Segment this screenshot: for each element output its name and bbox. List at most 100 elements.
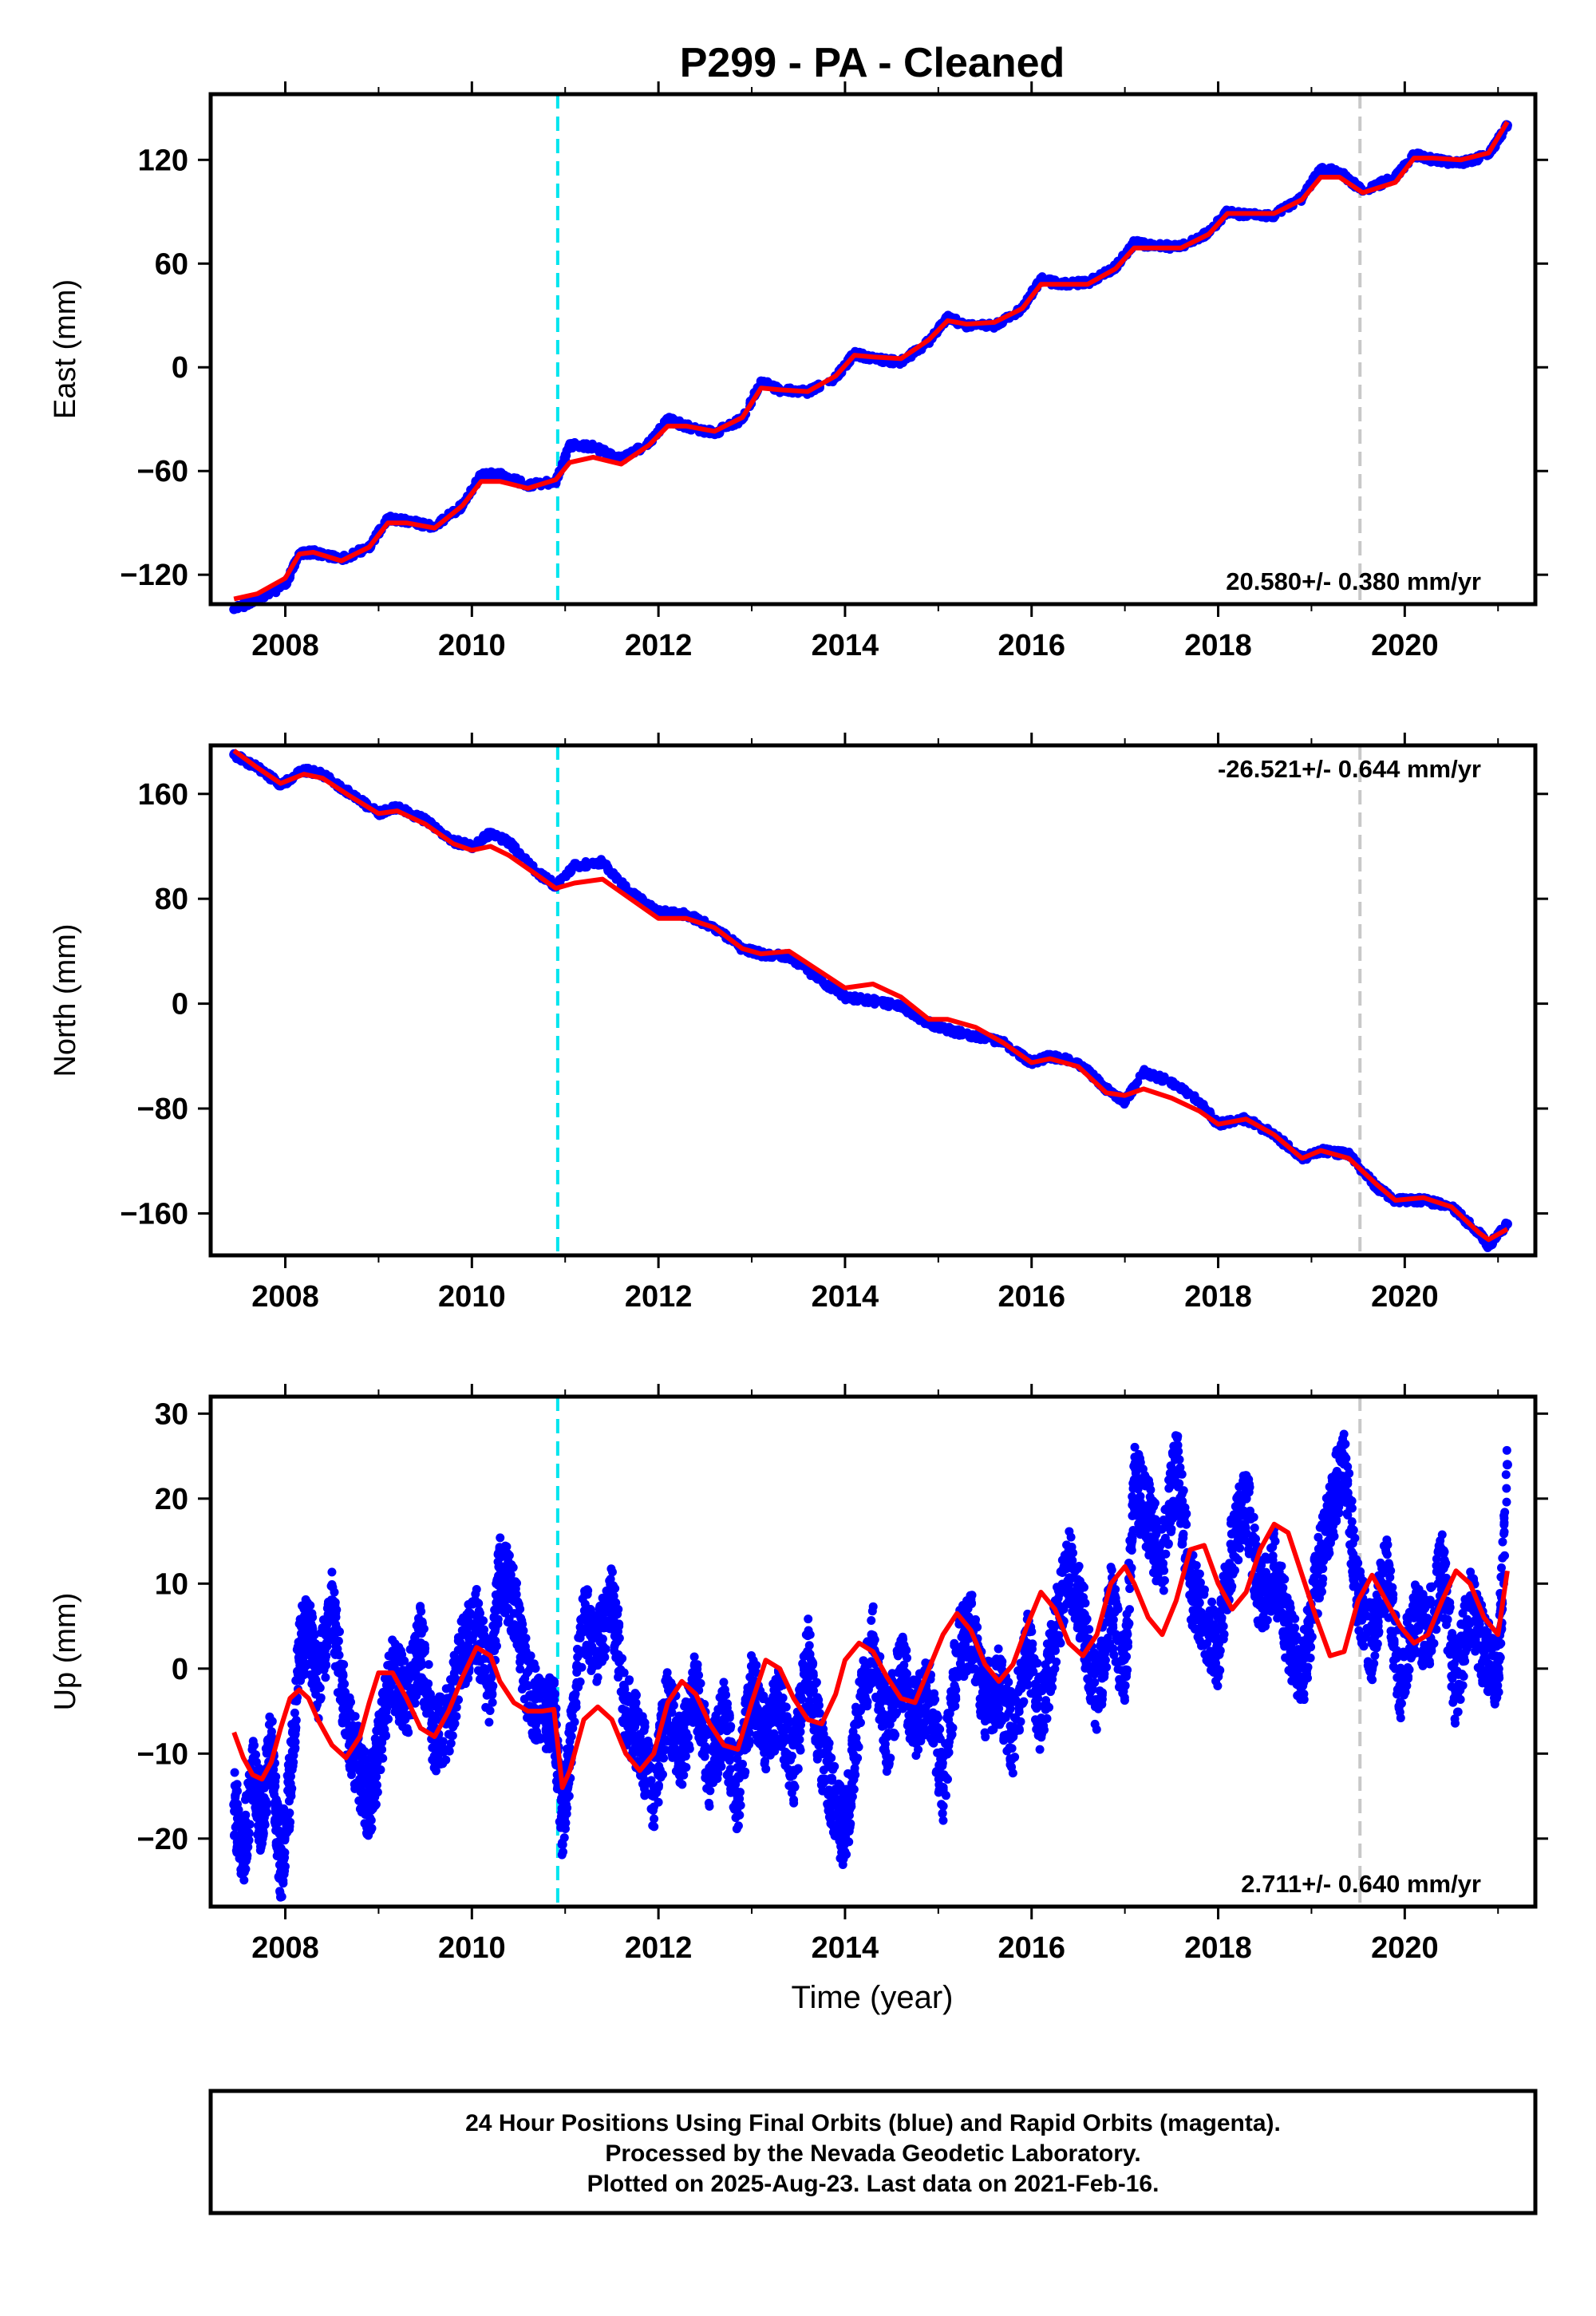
- up-scatter-dot: [291, 1716, 301, 1725]
- up-scatter-dot: [327, 1567, 337, 1577]
- east-ytick-label: −120: [120, 559, 188, 592]
- north-rate-label: -26.521+/- 0.644 mm/yr: [1218, 755, 1481, 783]
- up-scatter-dot: [239, 1858, 248, 1867]
- up-scatter-dot: [404, 1682, 413, 1692]
- north-scatter-dot: [611, 875, 621, 884]
- up-scatter-dot: [357, 1808, 366, 1817]
- up-scatter-dot: [516, 1614, 526, 1623]
- up-scatter-dot: [290, 1708, 299, 1717]
- north-gridlines: [555, 745, 1362, 1255]
- up-scatter-dot: [510, 1577, 519, 1587]
- north-scatter-dot: [827, 985, 836, 994]
- up-scatter-dot: [230, 1768, 239, 1777]
- up-scatter-dot: [366, 1816, 376, 1825]
- up-scatter-dot: [496, 1533, 505, 1543]
- up-scatter-dot: [516, 1641, 526, 1650]
- north-scatter-dot: [1183, 1088, 1192, 1097]
- east-scatter-dot: [1037, 274, 1047, 283]
- up-scatter-dot: [232, 1786, 242, 1796]
- up-scatter-dot: [393, 1706, 403, 1716]
- up-scatter-dot: [424, 1660, 433, 1670]
- east-xtick-label: 2012: [625, 629, 693, 662]
- north-scatter-dot: [818, 977, 828, 986]
- up-scatter-dot: [458, 1613, 468, 1622]
- up-scatter-dot: [314, 1648, 323, 1658]
- east-rate-label: 20.580+/- 0.380 mm/yr: [1226, 567, 1481, 595]
- east-xtick-label: 2018: [1184, 629, 1252, 662]
- up-scatter-dot: [381, 1730, 390, 1740]
- up-scatter-dot: [488, 1682, 498, 1691]
- north-xtick-label: 2020: [1371, 1280, 1439, 1314]
- east-model-line: [233, 121, 1510, 602]
- panel-north: 2008 2010 2012 2014 2016 2018 2020−160−8008016…: [49, 733, 1548, 1314]
- up-scatter-dot: [259, 1822, 268, 1832]
- up-scatter-dot: [323, 1637, 333, 1646]
- up-scatter-dot: [322, 1651, 331, 1661]
- north-xtick-label: 2012: [625, 1280, 693, 1314]
- east-scatter-dot: [253, 595, 263, 605]
- up-scatter-dot: [417, 1643, 426, 1653]
- up-scatter-dot: [377, 1745, 387, 1754]
- up-scatter-dot: [340, 1679, 350, 1689]
- up-scatter-dot: [331, 1638, 341, 1647]
- north-ylabel: North (mm): [49, 923, 82, 1077]
- north-ytick-label: −80: [137, 1093, 188, 1126]
- east-scatter-dot: [675, 416, 685, 425]
- up-scatter-dot: [322, 1661, 331, 1670]
- up-scatter-dot: [488, 1636, 498, 1646]
- up-scatter-dot: [330, 1648, 339, 1658]
- up-scatter-dot: [500, 1601, 510, 1611]
- up-scatter-dot: [279, 1867, 289, 1876]
- up-scatter-dot: [345, 1722, 354, 1732]
- up-scatter-dot: [342, 1704, 351, 1713]
- up-scatter-dot: [484, 1717, 494, 1727]
- north-scatter-dot: [855, 994, 865, 1004]
- up-scatter-dot: [258, 1792, 267, 1802]
- up-scatter-dot: [441, 1755, 451, 1765]
- east-gridlines: [555, 94, 1362, 604]
- up-scatter-dot: [452, 1658, 461, 1668]
- up-scatter-dot: [321, 1673, 330, 1682]
- up-scatter-dot: [330, 1587, 339, 1597]
- up-scatter-dot: [444, 1745, 453, 1754]
- north-xtick-label: 2016: [998, 1280, 1065, 1314]
- up-scatter-dot: [286, 1787, 296, 1796]
- up-scatter-dot: [405, 1668, 414, 1678]
- up-scatter-dot: [490, 1626, 500, 1636]
- up-scatter-dot: [286, 1817, 295, 1827]
- up-scatter-dot: [509, 1624, 519, 1634]
- up-scatter-dot: [528, 1662, 538, 1671]
- north-xtick-label: 2018: [1184, 1280, 1252, 1314]
- up-scatter-dot: [331, 1612, 341, 1622]
- east-scatter-dot: [668, 417, 678, 426]
- up-scatter-dot: [332, 1623, 342, 1633]
- up-scatter-dot: [489, 1613, 499, 1622]
- east-scatter-dot: [485, 471, 495, 480]
- east-frame: [208, 92, 1538, 607]
- north-ytick-label: 160: [138, 778, 188, 812]
- north-scatter-dot: [304, 765, 314, 774]
- north-scatter-dot: [1172, 1081, 1182, 1090]
- up-scatter-dot: [258, 1834, 267, 1844]
- up-scatter-dot: [261, 1802, 271, 1812]
- up-scatter-dot: [390, 1639, 400, 1649]
- up-scatter-dot: [502, 1551, 512, 1560]
- up-scatter-dot: [525, 1652, 535, 1662]
- up-scatter-dot: [476, 1675, 486, 1685]
- up-data-points: [229, 1429, 1512, 1902]
- north-scatter-dot: [518, 853, 527, 863]
- east-scatter-dot: [1140, 238, 1149, 247]
- north-xtick-label: 2014: [812, 1280, 879, 1314]
- up-scatter-dot: [286, 1765, 296, 1775]
- north-scatter-dot: [971, 1033, 981, 1042]
- up-scatter-dot: [338, 1660, 348, 1670]
- up-scatter-dot: [474, 1606, 484, 1615]
- north-scatter-dot: [954, 1030, 964, 1039]
- north-scatter-dot: [1486, 1241, 1495, 1251]
- east-scatter-dot: [1327, 163, 1337, 172]
- up-scatter-dot: [480, 1625, 489, 1634]
- east-scatter-dot: [1131, 237, 1140, 247]
- up-scatter-dot: [271, 1806, 280, 1816]
- north-data-point: [1502, 1219, 1512, 1229]
